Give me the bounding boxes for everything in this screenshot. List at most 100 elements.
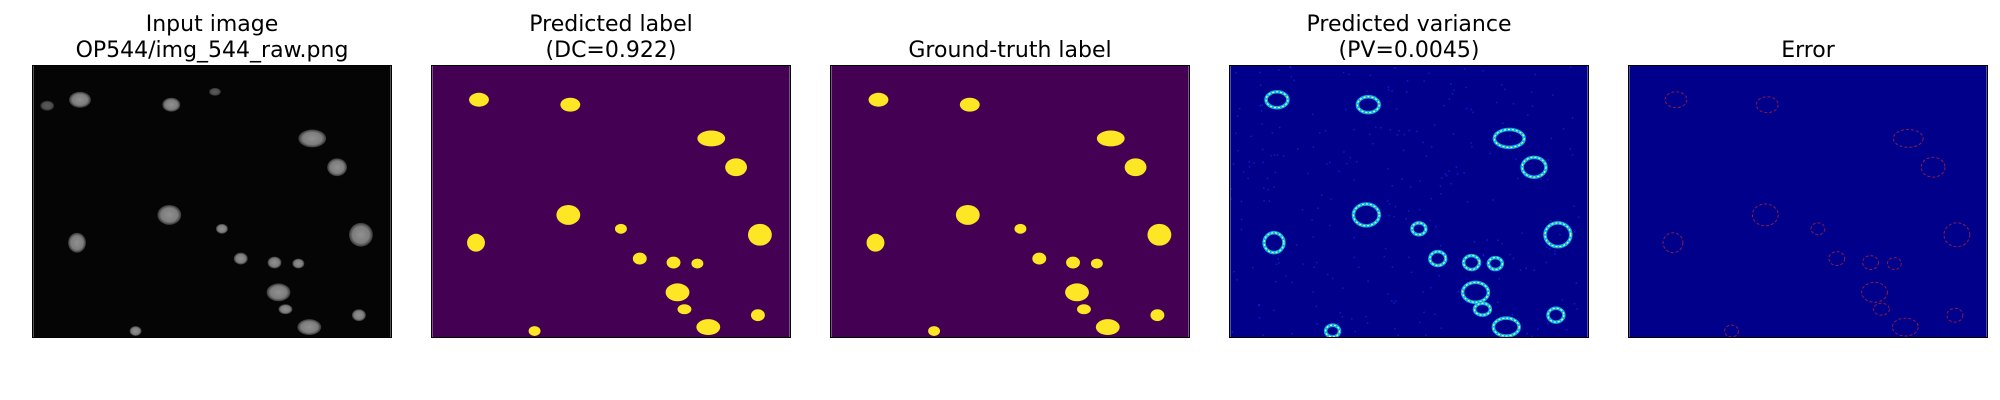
variance-speckle <box>1307 172 1309 175</box>
variance-speckle <box>1235 132 1237 134</box>
variance-speckle <box>1389 129 1392 131</box>
variance-speckle <box>1248 161 1251 163</box>
variance-speckle <box>1546 178 1549 181</box>
variance-speckle <box>1380 126 1382 129</box>
variance-speckle <box>1511 313 1514 316</box>
variance-speckle <box>1391 300 1393 302</box>
label-nucleus <box>750 309 765 322</box>
variance-speckle <box>1391 90 1393 92</box>
predicted-variance-image <box>1229 65 1589 338</box>
variance-speckle <box>1348 73 1350 75</box>
input-image-title-line1: Input image <box>145 12 279 37</box>
variance-speckle <box>1515 158 1517 160</box>
variance-speckle <box>1366 90 1368 93</box>
variance-speckle <box>1355 160 1358 163</box>
variance-speckle <box>1463 172 1465 174</box>
variance-speckle <box>1531 335 1533 337</box>
error-title-line1: Error <box>1781 38 1835 63</box>
label-nucleus <box>1090 258 1103 269</box>
variance-speckle <box>1326 163 1328 165</box>
predicted-label-title-line1: Predicted label <box>529 12 693 37</box>
variance-speckle <box>1386 200 1389 202</box>
variance-speckle <box>1444 173 1446 175</box>
input-image-title: Input image OP544/img_544_raw.png <box>12 8 412 64</box>
variance-speckle <box>1316 323 1318 325</box>
variance-speckle <box>1512 257 1515 260</box>
label-nucleus <box>1150 309 1165 322</box>
label-nucleus <box>528 326 541 337</box>
variance-speckle <box>1545 261 1548 264</box>
variance-speckle <box>1440 177 1443 179</box>
variance-speckle <box>1302 263 1304 265</box>
variance-speckle <box>1492 199 1494 201</box>
variance-speckle <box>1250 135 1253 138</box>
variance-speckle <box>1473 241 1476 243</box>
variance-speckle <box>1503 88 1506 91</box>
variance-speckle <box>1313 266 1315 269</box>
predicted-label-title-line2: (DC=0.922) <box>545 38 677 63</box>
label-nucleus <box>1095 319 1120 336</box>
raw-nucleus <box>298 129 327 148</box>
variance-speckle <box>1569 66 1572 68</box>
variance-speckle <box>1457 290 1459 293</box>
variance-speckle <box>1365 315 1367 318</box>
label-nucleus <box>866 233 885 252</box>
variance-speckle <box>1312 291 1314 293</box>
label-nucleus <box>747 223 772 246</box>
variance-speckle <box>1571 154 1574 156</box>
variance-speckle <box>1320 194 1323 196</box>
label-background <box>831 66 1189 337</box>
variance-speckle <box>1495 101 1498 104</box>
label-nucleus <box>560 97 581 112</box>
variance-speckle <box>1482 255 1485 257</box>
variance-speckle <box>1339 311 1342 314</box>
variance-speckle <box>1317 207 1319 209</box>
variance-speckle <box>1531 105 1534 107</box>
variance-speckle <box>1577 216 1580 218</box>
variance-speckle <box>1242 171 1245 173</box>
error-image <box>1628 65 1988 338</box>
variance-speckle <box>1452 133 1455 135</box>
raw-nucleus <box>68 232 86 253</box>
label-nucleus <box>1032 252 1047 265</box>
variance-ring-peak <box>1462 282 1489 303</box>
variance-speckle <box>1419 321 1421 324</box>
variance-speckle <box>1312 113 1314 116</box>
variance-speckle <box>1430 286 1432 289</box>
raw-nucleus <box>266 283 291 302</box>
variance-speckle <box>1230 188 1232 190</box>
predicted-label-image <box>431 65 791 338</box>
variance-speckle <box>1448 170 1450 172</box>
variance-speckle <box>1351 318 1353 320</box>
variance-speckle <box>1388 203 1391 205</box>
label-nucleus <box>1124 158 1147 177</box>
variance-speckle <box>1406 80 1409 82</box>
label-nucleus <box>1065 283 1089 302</box>
error-outline <box>1873 302 1890 316</box>
variance-speckle <box>1482 253 1485 256</box>
variance-speckle <box>1273 309 1275 312</box>
variance-speckle <box>1316 261 1318 264</box>
variance-speckle <box>1388 214 1391 217</box>
error-outline <box>1861 281 1888 303</box>
variance-speckle <box>1258 317 1261 319</box>
variance-speckle <box>1401 178 1403 180</box>
variance-speckle <box>1438 274 1441 277</box>
variance-speckle <box>1395 108 1398 110</box>
variance-speckle <box>1296 244 1298 246</box>
variance-speckle <box>1276 154 1279 156</box>
variance-speckle <box>1393 302 1395 304</box>
error-outline <box>1751 203 1779 227</box>
variance-ring-peak <box>1263 232 1285 253</box>
variance-speckle <box>1439 185 1442 188</box>
label-nucleus <box>868 92 889 107</box>
variance-speckle <box>1374 95 1376 98</box>
variance-ring-peak <box>1544 222 1572 247</box>
variance-speckle <box>1394 66 1396 69</box>
variance-speckle <box>1273 154 1276 156</box>
variance-speckle <box>1403 133 1406 136</box>
variance-speckle <box>1530 91 1533 94</box>
variance-speckle <box>1315 305 1318 308</box>
variance-speckle <box>1502 122 1504 125</box>
variance-speckle <box>1278 69 1280 71</box>
